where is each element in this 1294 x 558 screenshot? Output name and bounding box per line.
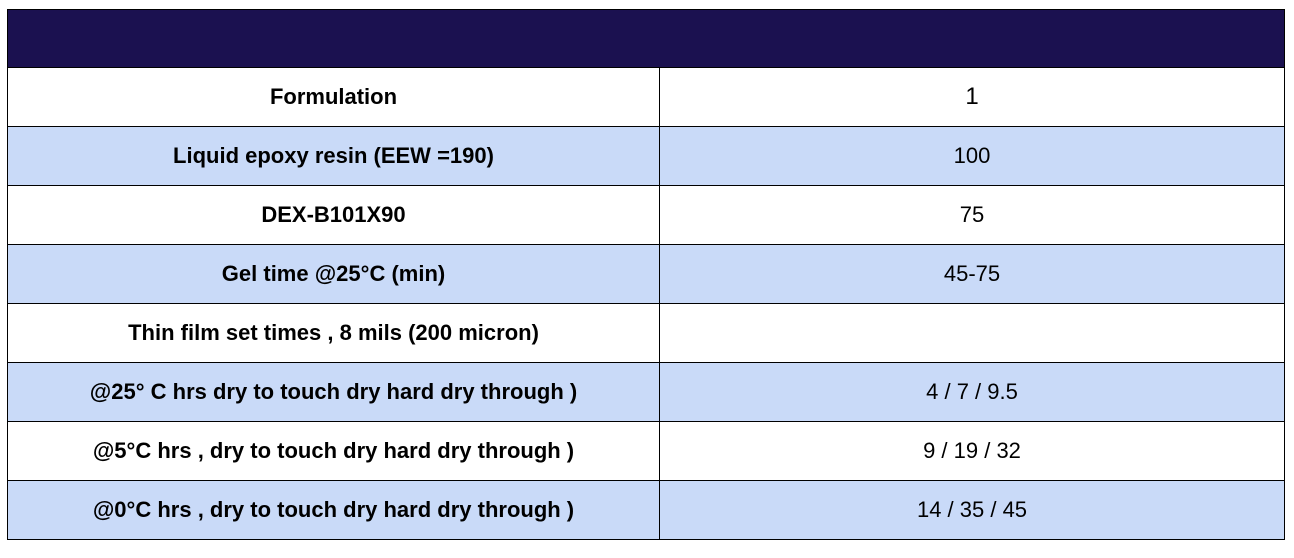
row-label: @0°C hrs , dry to touch dry hard dry thr… bbox=[7, 480, 660, 540]
formulation-table: Formulation 1 Liquid epoxy resin (EEW =1… bbox=[7, 9, 1285, 540]
row-value: 75 bbox=[659, 185, 1285, 245]
row-value: 9 / 19 / 32 bbox=[659, 421, 1285, 481]
row-label: Formulation bbox=[7, 67, 660, 127]
table-row: @5°C hrs , dry to touch dry hard dry thr… bbox=[7, 421, 1285, 481]
row-label: @5°C hrs , dry to touch dry hard dry thr… bbox=[7, 421, 660, 481]
table-row: Formulation 1 bbox=[7, 67, 1285, 127]
row-value bbox=[659, 303, 1285, 363]
table-row: @0°C hrs , dry to touch dry hard dry thr… bbox=[7, 480, 1285, 540]
row-label: @25° C hrs dry to touch dry hard dry thr… bbox=[7, 362, 660, 422]
row-value: 4 / 7 / 9.5 bbox=[659, 362, 1285, 422]
table-row: Liquid epoxy resin (EEW =190) 100 bbox=[7, 126, 1285, 186]
row-label: Thin film set times , 8 mils (200 micron… bbox=[7, 303, 660, 363]
row-value: 1 bbox=[659, 67, 1285, 127]
row-value: 14 / 35 / 45 bbox=[659, 480, 1285, 540]
row-label: Liquid epoxy resin (EEW =190) bbox=[7, 126, 660, 186]
row-value: 100 bbox=[659, 126, 1285, 186]
table-row: DEX-B101X90 75 bbox=[7, 185, 1285, 245]
table-header-bar bbox=[7, 9, 1285, 68]
row-label: DEX-B101X90 bbox=[7, 185, 660, 245]
table-row: @25° C hrs dry to touch dry hard dry thr… bbox=[7, 362, 1285, 422]
table-row: Thin film set times , 8 mils (200 micron… bbox=[7, 303, 1285, 363]
header-cell bbox=[7, 9, 1285, 68]
row-label: Gel time @25°C (min) bbox=[7, 244, 660, 304]
table-row: Gel time @25°C (min) 45-75 bbox=[7, 244, 1285, 304]
row-value: 45-75 bbox=[659, 244, 1285, 304]
